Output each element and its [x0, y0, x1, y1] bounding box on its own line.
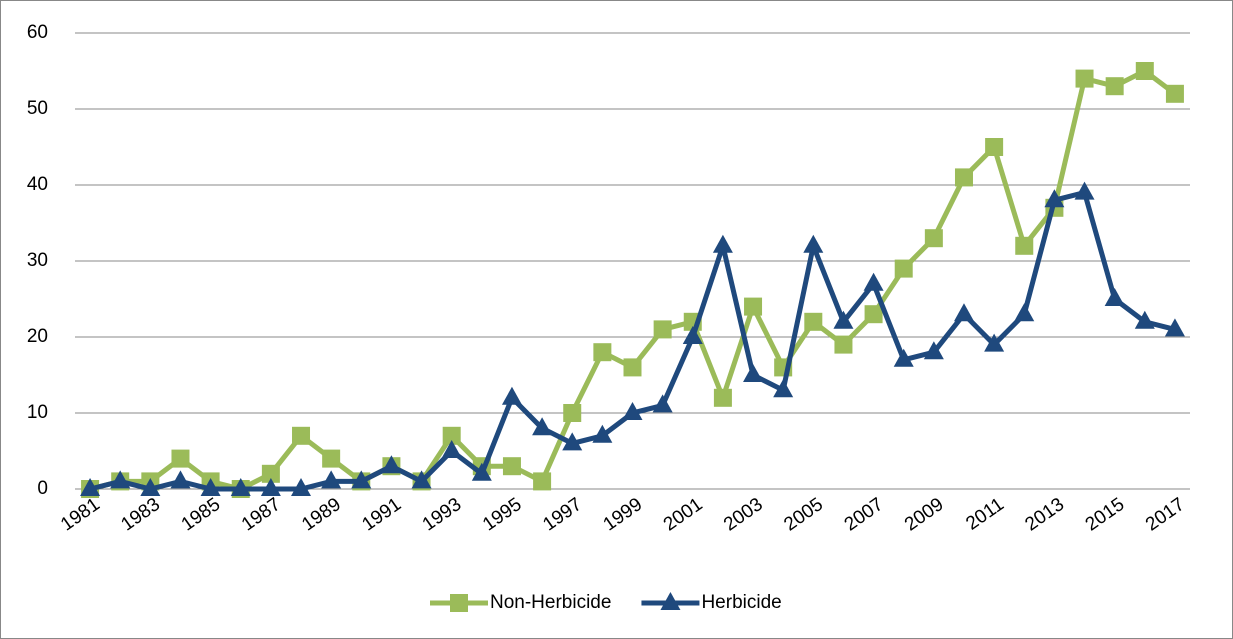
marker [442, 426, 461, 445]
marker [622, 402, 643, 420]
marker [261, 464, 280, 483]
marker [744, 297, 763, 316]
marker [1014, 303, 1035, 322]
marker [713, 388, 732, 407]
legend-marker [450, 594, 468, 612]
marker [1134, 310, 1155, 329]
marker [863, 272, 884, 291]
marker [984, 333, 1005, 352]
marker [682, 326, 703, 344]
marker [623, 358, 642, 377]
legend-marker [660, 592, 681, 610]
marker [533, 472, 552, 491]
marker [471, 462, 492, 481]
y-tick-label: 10 [27, 402, 48, 423]
marker [864, 305, 883, 324]
marker [653, 320, 672, 339]
marker [200, 478, 221, 496]
marker [110, 470, 131, 489]
marker [291, 478, 312, 496]
marker [260, 478, 281, 496]
marker [1165, 84, 1184, 103]
marker [411, 470, 432, 489]
marker [833, 310, 854, 329]
marker [171, 449, 190, 468]
marker [743, 364, 764, 382]
y-tick-label: 20 [27, 326, 48, 347]
marker [1044, 189, 1065, 208]
marker [834, 335, 853, 354]
marker [532, 417, 553, 436]
legend-label: Non-Herbicide [490, 592, 611, 613]
marker [985, 138, 1004, 156]
marker [1135, 62, 1154, 80]
marker [322, 449, 341, 468]
marker [230, 478, 251, 496]
marker [1075, 69, 1094, 88]
marker [502, 457, 521, 476]
marker [351, 470, 372, 489]
marker [140, 478, 161, 496]
marker [80, 478, 101, 496]
legend-label: Herbicide [701, 592, 781, 613]
marker [1074, 181, 1095, 200]
marker [894, 259, 913, 278]
marker [441, 440, 462, 458]
marker [804, 312, 823, 331]
y-tick-label: 0 [37, 478, 48, 499]
y-tick-label: 60 [27, 22, 48, 43]
marker [381, 455, 402, 474]
marker [501, 386, 522, 405]
marker [1105, 77, 1124, 96]
marker [1015, 236, 1034, 255]
marker [170, 470, 191, 489]
marker [893, 348, 914, 367]
marker [321, 470, 342, 489]
marker [1164, 318, 1185, 337]
marker [292, 426, 311, 445]
marker [923, 341, 944, 360]
marker [563, 404, 582, 422]
y-tick-label: 40 [27, 174, 48, 195]
marker [652, 394, 673, 413]
y-tick-label: 30 [27, 250, 48, 271]
marker [593, 343, 612, 362]
marker [773, 379, 794, 398]
marker [954, 168, 973, 187]
marker [803, 234, 824, 253]
marker [562, 432, 583, 451]
marker [953, 303, 974, 322]
marker [712, 234, 733, 253]
marker [924, 229, 943, 248]
marker [1104, 288, 1125, 306]
y-tick-label: 50 [27, 98, 48, 119]
marker [592, 424, 613, 443]
